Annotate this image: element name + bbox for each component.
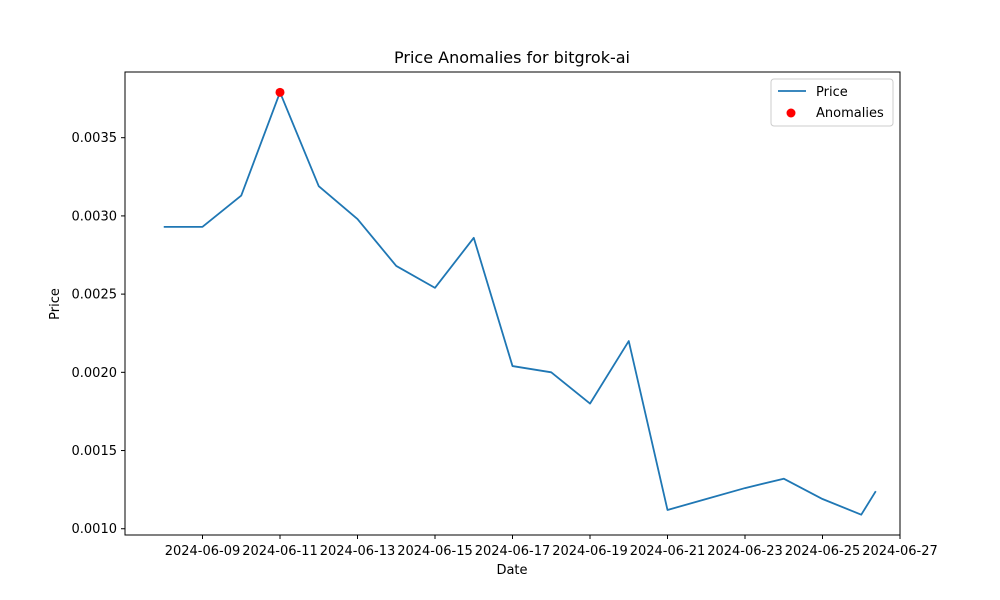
legend: Price Anomalies [770, 78, 894, 127]
x-tick-label: 2024-06-11 [242, 544, 318, 559]
x-tick-label: 2024-06-21 [630, 544, 706, 559]
x-tick-label: 2024-06-19 [552, 544, 628, 559]
plot-background [125, 72, 900, 535]
y-tick-label: 0.0020 [72, 366, 118, 381]
x-tick-label: 2024-06-17 [475, 544, 551, 559]
anomaly-point [275, 87, 285, 97]
x-tick-label: 2024-06-09 [165, 544, 241, 559]
y-tick-label: 0.0010 [72, 522, 118, 537]
x-tick-label: 2024-06-27 [862, 544, 938, 559]
x-axis-title: Date [496, 563, 527, 578]
x-tick-label: 2024-06-23 [707, 544, 783, 559]
chart-title: Price Anomalies for bitgrok-ai [394, 48, 630, 67]
anomaly-points [275, 87, 285, 97]
legend-price-label: Price [816, 85, 848, 100]
y-tick-label: 0.0030 [72, 209, 118, 224]
x-axis-ticks: 2024-06-09 2024-06-11 2024-06-13 2024-06-15… [165, 535, 938, 559]
y-tick-label: 0.0025 [72, 288, 118, 303]
price-series-line [163, 91, 877, 516]
y-tick-label: 0.0035 [72, 131, 118, 146]
legend-anomalies-label: Anomalies [816, 106, 884, 121]
y-tick-label: 0.0015 [72, 444, 118, 459]
x-tick-label: 2024-06-13 [320, 544, 396, 559]
legend-anomalies-swatch [786, 108, 796, 118]
y-axis-title: Price [48, 288, 63, 320]
plot-frame [124, 71, 901, 536]
y-axis-ticks: 0.0010 0.0015 0.0020 0.0025 0.0030 0.0035 [72, 131, 125, 537]
x-tick-label: 2024-06-15 [397, 544, 473, 559]
x-tick-label: 2024-06-25 [785, 544, 861, 559]
